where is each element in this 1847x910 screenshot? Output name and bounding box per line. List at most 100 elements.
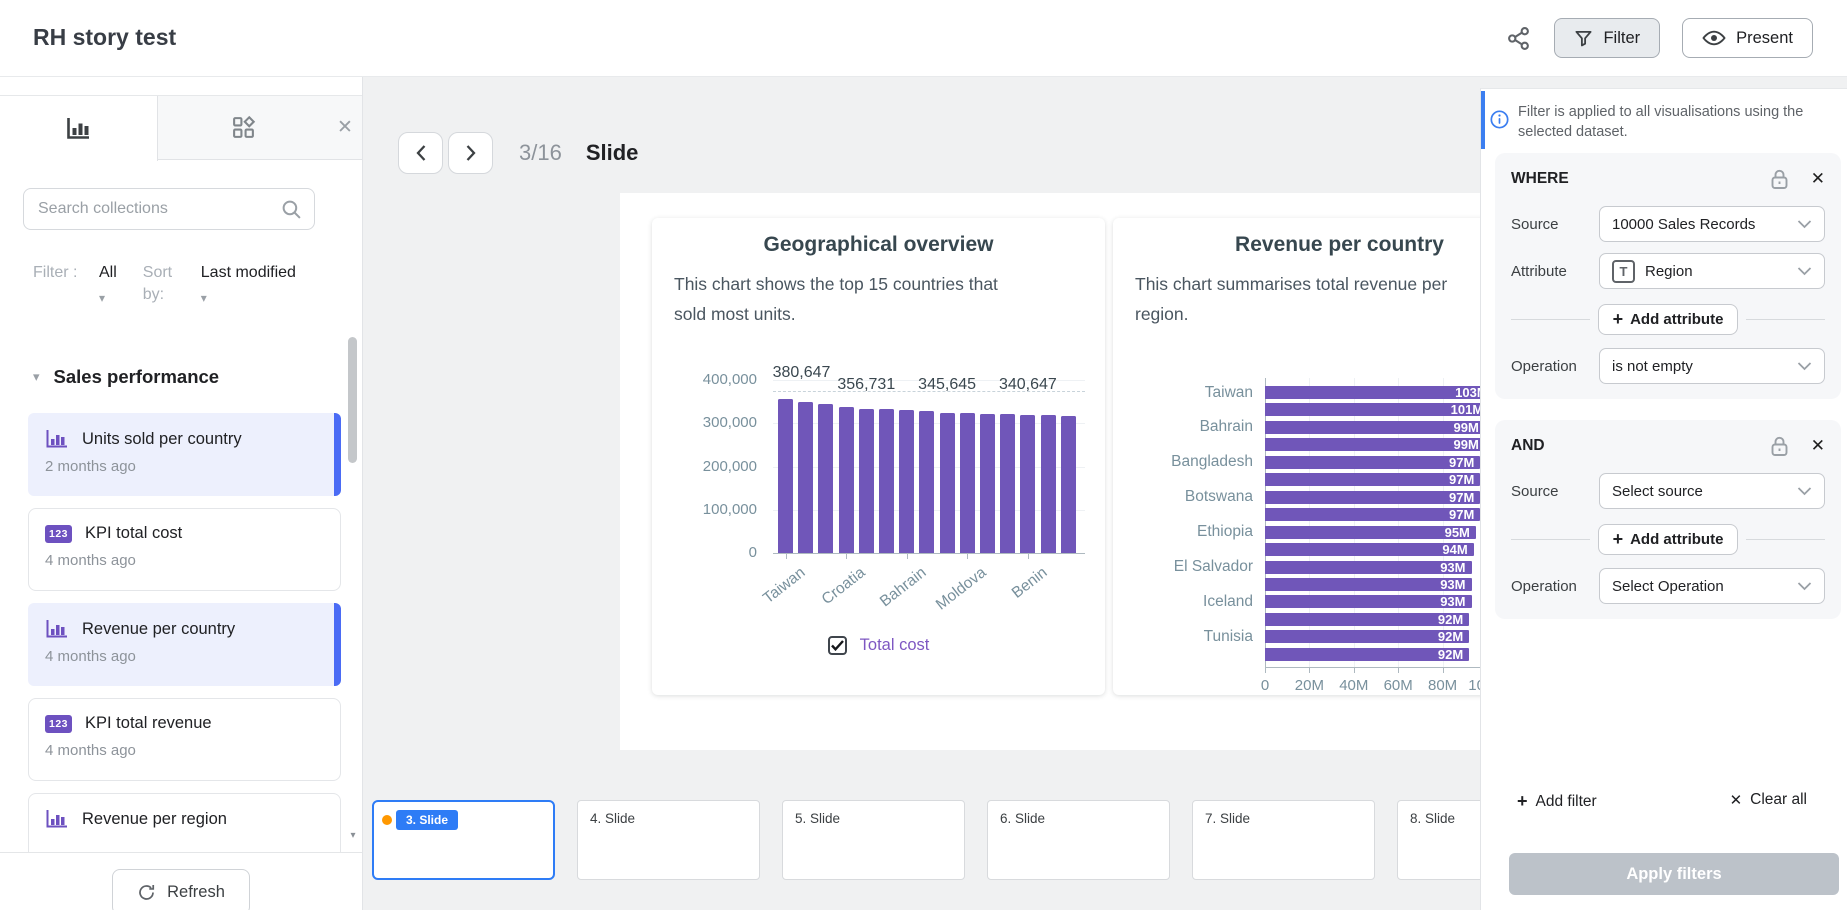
thumbnail-label: 7. Slide [1205,811,1250,826]
sidebar-scrollbar-thumb[interactable] [348,337,357,463]
bar [899,410,914,553]
add-filter-button[interactable]: + Add filter [1517,791,1597,812]
list-item-label: Revenue per country [82,620,235,639]
list-item[interactable]: Revenue per country4 months ago [28,603,341,686]
attribute-select[interactable]: TRegion [1599,253,1825,289]
slide-thumbnail[interactable]: 7. Slide [1192,800,1375,880]
y-axis-tick-label: Bahrain [1113,418,1253,436]
lock-icon[interactable] [1770,435,1789,457]
sort-dropdown-label: Sort by: [143,262,187,309]
sort-dropdown[interactable]: Last modified ▾ [201,262,296,309]
collection-title: Sales performance [54,366,220,388]
search-input[interactable] [24,200,281,218]
refresh-button[interactable]: Refresh [112,869,250,910]
bar-value-label: 94M [1442,542,1467,557]
thumbnail-label: 4. Slide [590,811,635,826]
x-axis-tick [907,553,908,559]
source-select[interactable]: 10000 Sales Records [1599,206,1825,242]
bar-chart-icon [45,809,69,829]
bar-chart-icon [65,116,92,141]
remove-filter-icon[interactable]: ✕ [1811,436,1825,456]
next-slide-button[interactable] [448,132,493,174]
bar-value-label: 97M [1449,507,1474,522]
clear-all-label: Clear all [1750,791,1807,809]
filter-button[interactable]: Filter [1554,18,1660,58]
apply-filters-button[interactable]: Apply filters [1509,853,1839,895]
filter-row-label: Operation [1511,578,1599,595]
list-item[interactable]: Units sold per country2 months ago [28,413,341,496]
list-item-header: 123KPI total revenue [45,714,324,733]
filter-row: SourceSelect source [1511,473,1825,509]
list-item-header: Units sold per country [45,429,317,449]
legend-checkbox[interactable] [828,636,847,655]
x-axis-tick [786,553,787,559]
present-button[interactable]: Present [1682,18,1813,58]
filter-row-label: Source [1511,216,1599,233]
plus-icon: + [1517,791,1528,812]
tab-visualizations[interactable] [0,96,158,161]
bar [879,409,894,553]
x-axis-line [1265,667,1491,668]
operation-select[interactable]: is not empty [1599,348,1825,384]
add-attribute-button[interactable]: +Add attribute [1598,304,1739,335]
slide-thumbnail[interactable]: 3. Slide [372,800,555,880]
y-axis-tick-label: Botswana [1113,488,1253,506]
list-item[interactable]: 123KPI total cost4 months ago [28,508,341,591]
bar [980,414,995,553]
bar-value-label: 97M [1449,490,1474,505]
share-icon[interactable] [1504,24,1532,52]
bar-value-label: 93M [1440,594,1465,609]
filter-row: Operationis not empty [1511,348,1825,384]
lock-icon[interactable] [1770,168,1789,190]
divider-line [1746,539,1825,540]
filter-row-label: Attribute [1511,263,1599,280]
bar-value-label: 340,647 [968,376,1088,394]
divider-line [1746,319,1825,320]
chevron-down-icon [1797,362,1812,371]
y-axis-tick-label: Ethiopia [1113,523,1253,541]
add-filter-label: Add filter [1536,793,1597,811]
bar [1041,415,1056,553]
slide-label: Slide [586,140,639,166]
operation-select[interactable]: Select Operation [1599,568,1825,604]
present-button-label: Present [1736,29,1793,48]
active-slide-badge: 3. Slide [382,810,458,830]
slide-thumbnail[interactable]: 6. Slide [987,800,1170,880]
bar: 101M [1265,403,1489,416]
bar [919,411,934,553]
operation-select-value: is not empty [1612,358,1787,375]
list-item[interactable]: 123KPI total revenue4 months ago [28,698,341,781]
filter-button-label: Filter [1603,29,1640,48]
filter-dropdown[interactable]: All ▾ [99,262,117,309]
scrollbar-down-icon[interactable]: ▾ [348,830,358,844]
bar [1000,414,1015,553]
slide-thumbnail[interactable]: 4. Slide [577,800,760,880]
collection-section-header[interactable]: ▾ Sales performance [33,366,219,388]
remove-filter-icon[interactable]: ✕ [1811,169,1825,189]
search-box [23,188,315,230]
sidebar-close-icon[interactable]: ✕ [328,96,362,159]
divider-line [1511,539,1590,540]
y-axis-tick-label: Taiwan [1113,384,1253,402]
bar: 93M [1265,595,1472,608]
bar: 97M [1265,508,1480,521]
y-axis-tick-label: 100,000 [667,501,757,518]
filter-group-header: WHERE✕ [1511,167,1825,191]
slide-thumbnail[interactable]: 5. Slide [782,800,965,880]
list-item-time: 4 months ago [45,552,324,569]
source-select[interactable]: Select source [1599,473,1825,509]
bar [940,413,955,553]
list-item-label: Units sold per country [82,430,242,449]
add-attribute-label: Add attribute [1630,531,1723,548]
add-attribute-button[interactable]: +Add attribute [1598,524,1739,555]
previous-slide-button[interactable] [398,132,443,174]
tab-widgets[interactable] [158,96,328,159]
bar [1020,415,1035,553]
bar [960,413,975,553]
page-title: RH story test [33,24,176,51]
info-accent-bar [1481,91,1485,149]
clear-all-button[interactable]: ✕ Clear all [1730,791,1807,809]
bar-value-label: 99M [1454,437,1479,452]
list-item-header: Revenue per country [45,619,317,639]
bar-value-label: 97M [1449,472,1474,487]
